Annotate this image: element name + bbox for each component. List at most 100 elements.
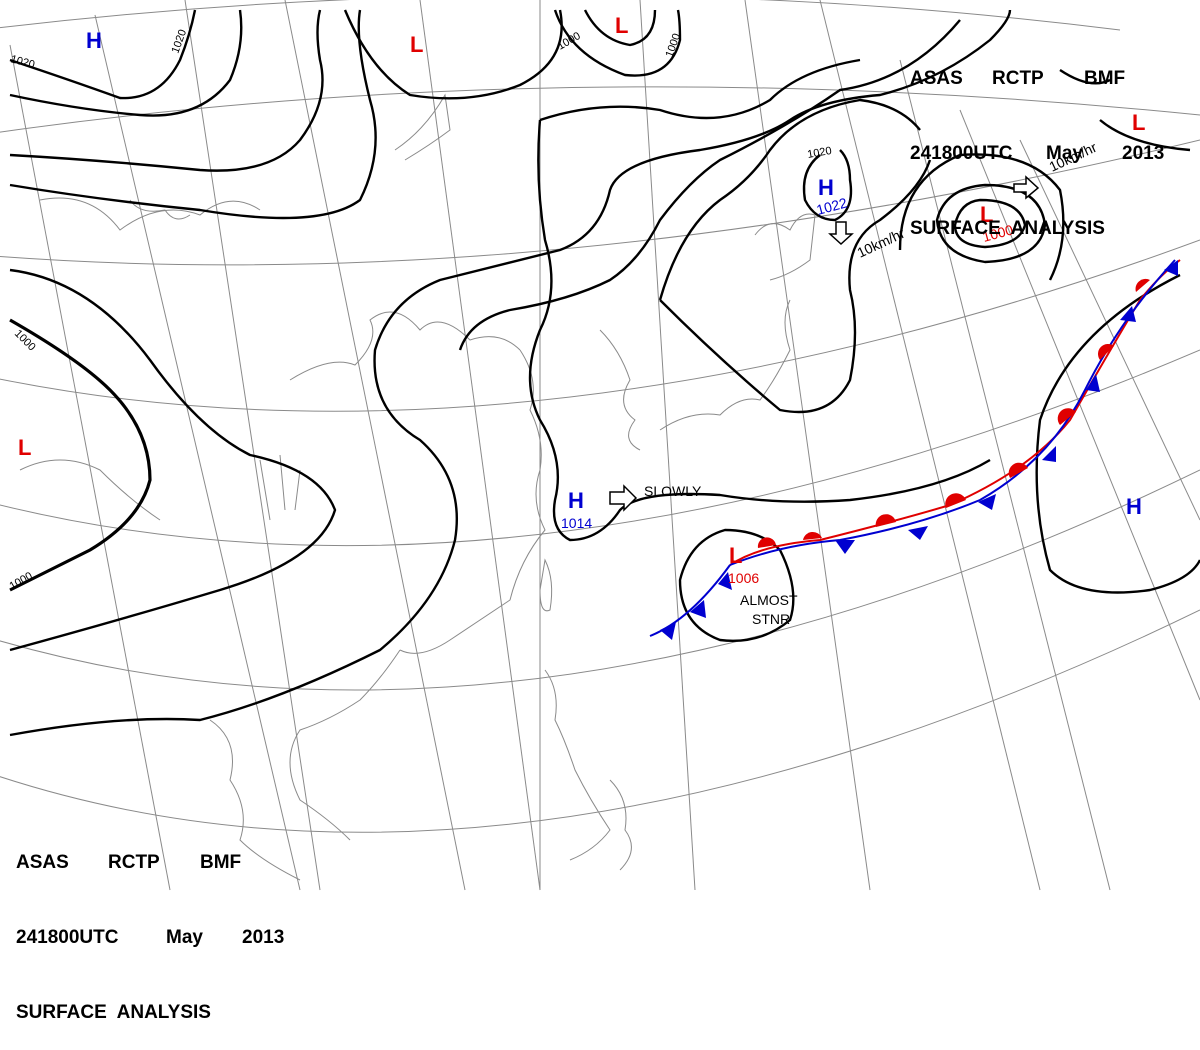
chart-title-bottom-left: ASAS RCTP BMF 241800UTC May 2013 SURFACE ANA… bbox=[16, 800, 284, 1050]
coastline bbox=[289, 649, 401, 841]
isobar bbox=[1059, 69, 1111, 85]
latitude-line bbox=[0, 349, 1200, 547]
isobar bbox=[9, 9, 324, 172]
coastline bbox=[609, 779, 632, 871]
coastline bbox=[754, 213, 816, 281]
low-pressure-symbol: L bbox=[410, 32, 423, 57]
latitude-line bbox=[0, 609, 1200, 833]
warm-front-bump bbox=[1135, 278, 1150, 292]
high-pressure-symbol: H bbox=[568, 488, 584, 513]
isobar-value: 1000 bbox=[664, 32, 684, 59]
isobar bbox=[583, 9, 657, 47]
isobar bbox=[528, 119, 991, 542]
source-code: BMF bbox=[200, 852, 242, 873]
isobar bbox=[9, 9, 197, 100]
latitude-line bbox=[0, 86, 1200, 133]
warm-front-bump bbox=[1057, 408, 1076, 425]
isobar bbox=[9, 9, 1012, 737]
isobar bbox=[343, 9, 563, 100]
isobar bbox=[9, 268, 337, 652]
cold-front-barb bbox=[835, 540, 855, 554]
high-pressure-symbol: H bbox=[818, 175, 834, 200]
isobar bbox=[658, 98, 921, 301]
longitude-line bbox=[1019, 139, 1200, 521]
arrow-right-icon bbox=[1013, 175, 1040, 200]
front-system bbox=[649, 259, 1181, 640]
month: May bbox=[1046, 143, 1083, 164]
stationary-label: ALMOST bbox=[740, 592, 798, 608]
month: May bbox=[166, 927, 203, 948]
isobar-value: 1000 bbox=[556, 30, 583, 53]
pressure-value: 1014 bbox=[561, 515, 592, 531]
longitude-line bbox=[744, 0, 871, 891]
coastline bbox=[394, 93, 451, 161]
isobar-value: 1020 bbox=[9, 53, 36, 71]
coastline bbox=[209, 719, 301, 881]
coastline bbox=[399, 349, 546, 654]
motion-arrows bbox=[609, 175, 1040, 512]
station-code: RCTP bbox=[992, 68, 1044, 89]
pressure-value: 1000 bbox=[981, 221, 1015, 245]
isobar bbox=[553, 9, 682, 77]
isobar-value: 1020 bbox=[806, 145, 832, 161]
isobar-value: 1000 bbox=[8, 570, 35, 593]
speed-label: 10km/hr bbox=[855, 225, 908, 261]
pressure-value: 1022 bbox=[815, 194, 849, 218]
cold-front-barb bbox=[908, 526, 928, 540]
warm-front-bump bbox=[875, 514, 896, 527]
year: 2013 bbox=[242, 927, 285, 948]
isobar-labels: 1020 1000 1000 1020 1020 1000 1000 bbox=[8, 28, 833, 593]
high-pressure-symbol: H bbox=[86, 28, 102, 53]
longitude-line bbox=[819, 0, 1041, 891]
cold-front-barb bbox=[1086, 374, 1100, 392]
coastline bbox=[539, 558, 553, 612]
latitude-line bbox=[0, 469, 1200, 691]
coastline bbox=[599, 329, 641, 451]
warm-front-bump bbox=[803, 531, 822, 540]
longitude-line bbox=[284, 0, 466, 891]
isobar bbox=[539, 58, 861, 122]
pressure-centers: H L L H 1022 L 1000 L L H 1014 L 1006 H bbox=[18, 13, 1145, 586]
longitude-line bbox=[184, 0, 321, 891]
latitude-line bbox=[0, 0, 1121, 31]
isobar bbox=[9, 318, 152, 592]
cold-front-barb bbox=[978, 494, 996, 510]
motion-label: SLOWLY bbox=[644, 483, 702, 499]
valid-time: 241800UTC bbox=[910, 143, 1013, 164]
warm-front-bump bbox=[1008, 462, 1028, 478]
isobar-value: 1000 bbox=[12, 328, 38, 354]
coastline bbox=[129, 199, 191, 220]
coastline bbox=[289, 311, 521, 381]
longitude-line bbox=[959, 109, 1200, 701]
cold-front bbox=[649, 564, 731, 637]
warm-front-bump bbox=[757, 537, 776, 548]
isobar bbox=[802, 149, 853, 222]
warm-front-bump bbox=[945, 493, 966, 508]
low-pressure-symbol: L bbox=[615, 13, 628, 38]
chart-type: SURFACE ANALYSIS bbox=[910, 218, 1105, 239]
cold-front-barb bbox=[690, 600, 706, 618]
coastline bbox=[544, 669, 611, 861]
coastline bbox=[659, 299, 791, 431]
low-pressure-symbol: L bbox=[18, 435, 31, 460]
warm-front-bump bbox=[1098, 344, 1114, 360]
chart-type: SURFACE ANALYSIS bbox=[16, 1002, 211, 1023]
isobar bbox=[953, 198, 1027, 249]
longitude-line bbox=[9, 44, 171, 891]
isobar bbox=[1099, 119, 1191, 152]
longitude-line bbox=[639, 0, 696, 891]
longitude-line bbox=[94, 14, 301, 891]
longitude-line bbox=[899, 59, 1111, 891]
cold-front-barb bbox=[1120, 306, 1136, 322]
cold-front-barb bbox=[1042, 446, 1056, 462]
source-code: BMF bbox=[1084, 68, 1126, 89]
stationary-label: STNR bbox=[752, 611, 790, 627]
valid-time: 241800UTC bbox=[16, 927, 119, 948]
isobar bbox=[898, 153, 1065, 281]
cold-front-barb bbox=[660, 622, 676, 640]
isobars bbox=[9, 9, 1200, 737]
low-pressure-symbol: L bbox=[1132, 110, 1145, 135]
chart-title-top-right: ASAS RCTP BMF 241800UTC May 2013 SURFACE ANA… bbox=[910, 16, 1164, 266]
isobar bbox=[1035, 273, 1200, 594]
coastlines bbox=[19, 93, 816, 881]
